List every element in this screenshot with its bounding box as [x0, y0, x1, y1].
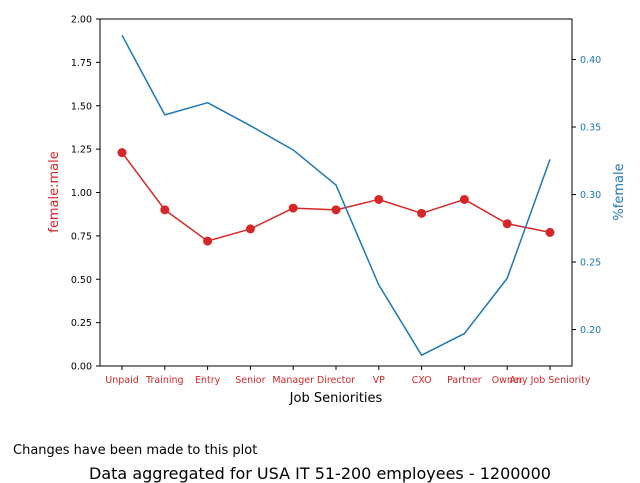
left-y-tick-label: 2.00: [71, 15, 92, 26]
female-male-ratio-point: [288, 203, 298, 213]
left-y-tick-label: 0.00: [71, 362, 92, 373]
female-male-ratio-point: [331, 205, 341, 215]
x-tick-label: VP: [373, 375, 385, 386]
x-tick-label: Unpaid: [105, 375, 139, 386]
left-y-tick-label: 1.00: [71, 188, 92, 199]
x-tick-label: Director: [317, 375, 355, 386]
plot-note: Changes have been made to this plot: [13, 443, 258, 458]
x-tick-label: Training: [145, 375, 184, 386]
plot-caption: Data aggregated for USA IT 51-200 employ…: [89, 464, 551, 483]
left-y-tick-label: 1.50: [71, 101, 92, 112]
dual-axis-line-chart: Unpaid Training Entry Senior Manager Director…: [47, 15, 627, 407]
right-y-tick-label: 0.20: [580, 325, 601, 336]
left-axis-label: female:male: [47, 151, 62, 232]
percent-female-line: [121, 34, 551, 356]
x-tick-label: Manager: [272, 375, 314, 386]
female-male-ratio-point: [502, 219, 512, 229]
female-male-ratio-point: [545, 227, 555, 237]
female-male-ratio-point: [417, 208, 427, 218]
female-male-ratio-point: [160, 205, 170, 215]
female-male-ratio-line: [121, 152, 551, 242]
left-y-tick-label: 0.75: [71, 231, 92, 242]
plot-frame: [99, 18, 573, 367]
right-y-tick-label: 0.40: [580, 55, 601, 66]
right-y-tick-label: 0.35: [580, 123, 601, 134]
x-tick-label: CXO: [412, 375, 432, 386]
female-male-ratio-point: [203, 236, 213, 246]
right-y-tick-label: 0.25: [580, 258, 601, 269]
female-male-ratio-point: [245, 224, 255, 234]
x-tick-label: Senior: [235, 375, 265, 386]
left-y-tick-label: 0.50: [71, 275, 92, 286]
x-axis-label: Job Seniorities: [289, 391, 383, 406]
right-axis-label: %female: [612, 163, 627, 220]
x-tick-label: Partner: [447, 375, 482, 386]
left-y-tick-label: 1.25: [71, 145, 92, 156]
right-y-tick-label: 0.30: [580, 190, 601, 201]
left-y-tick-label: 0.25: [71, 318, 92, 329]
x-tick-label: Entry: [195, 375, 221, 386]
x-tick-label: Any Job Seniority: [509, 375, 590, 386]
x-tick-label: Owner: [492, 375, 523, 386]
female-male-ratio-point: [117, 148, 127, 158]
female-male-ratio-point: [374, 194, 384, 204]
left-y-tick-label: 1.75: [71, 58, 92, 69]
female-male-ratio-point: [459, 194, 469, 204]
